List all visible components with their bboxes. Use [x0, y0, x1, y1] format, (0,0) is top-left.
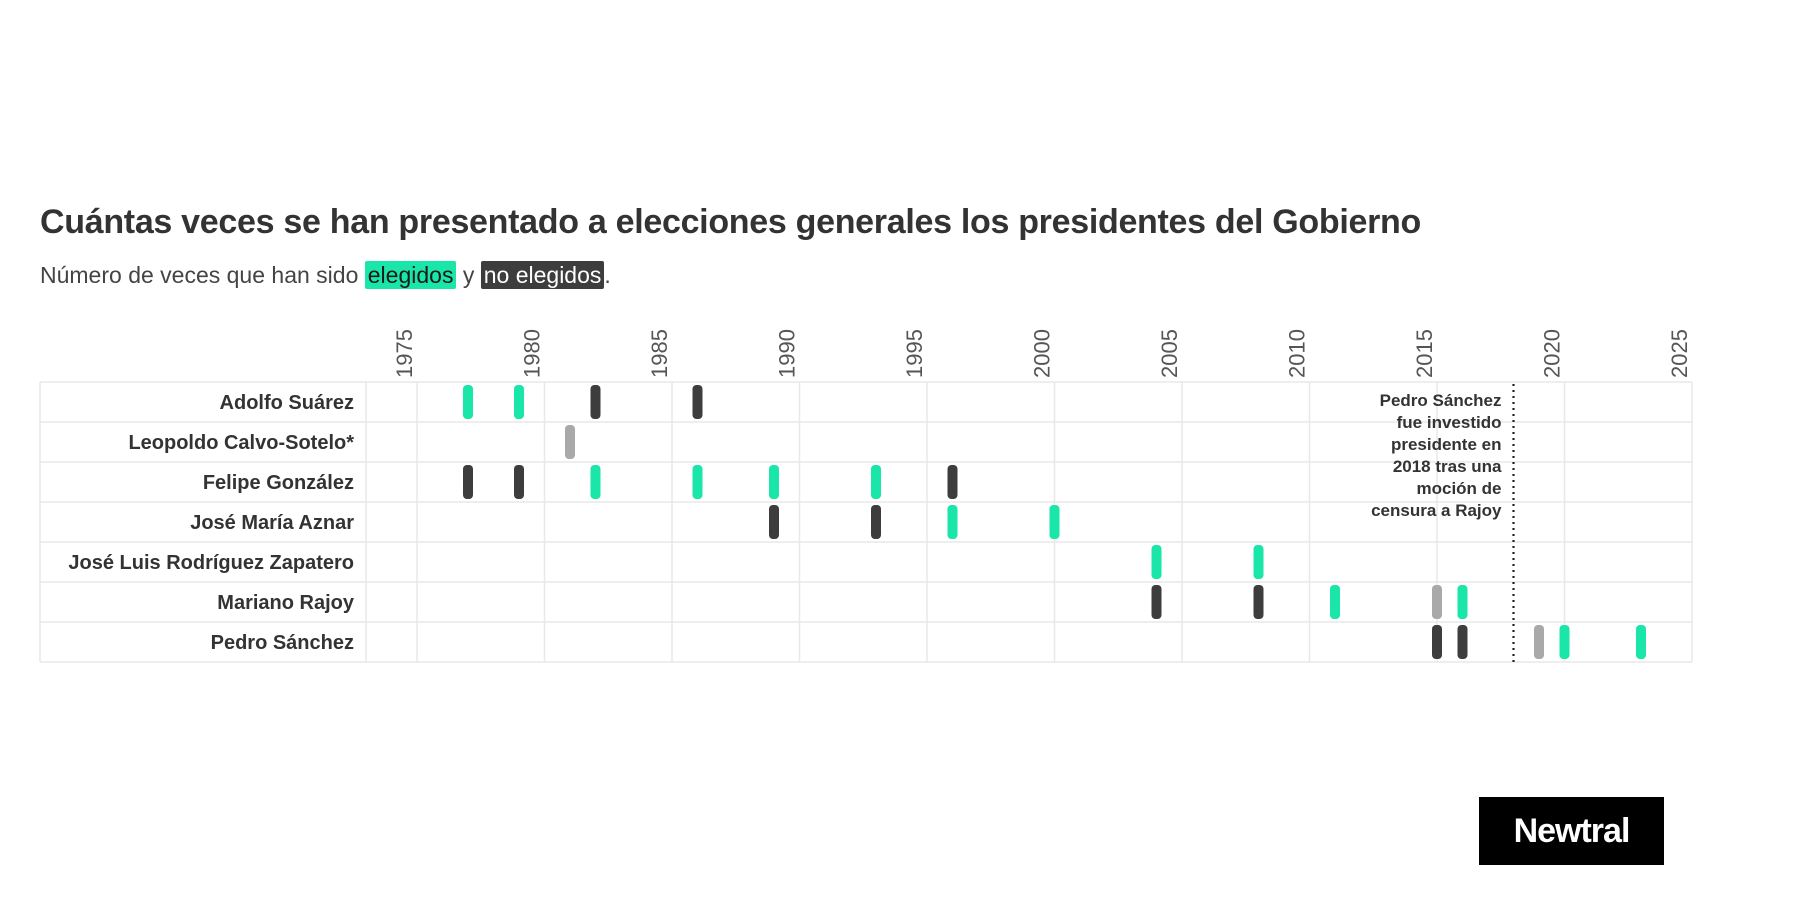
election-mark	[1253, 585, 1264, 619]
election-mark	[769, 505, 779, 539]
row-label: Pedro Sánchez	[211, 632, 354, 654]
x-tick-label: 2020	[1540, 329, 1565, 378]
legend-not-elected: no elegidos	[480, 261, 605, 289]
election-mark	[590, 385, 601, 419]
annotation-line: Pedro Sánchez	[1380, 391, 1502, 410]
subtitle-middle: y	[456, 262, 481, 288]
election-mark	[1253, 545, 1264, 579]
annotation-line: presidente en	[1391, 435, 1502, 454]
annotation-line: 2018 tras una	[1393, 457, 1502, 476]
row-label: Adolfo Suárez	[220, 392, 354, 414]
x-tick-label: 1990	[775, 329, 800, 378]
x-tick-label: 1980	[520, 329, 545, 378]
x-tick-label: 1985	[647, 329, 672, 378]
election-mark	[590, 465, 601, 499]
election-mark	[514, 465, 524, 499]
annotation-line: moción de	[1416, 479, 1501, 498]
newtral-logo: Newtral	[1479, 797, 1664, 865]
row-label: José Luis Rodríguez Zapatero	[68, 552, 354, 574]
election-mark	[692, 385, 703, 419]
election-mark	[463, 385, 473, 419]
x-tick-label: 2000	[1030, 329, 1055, 378]
election-mark	[1151, 585, 1162, 619]
election-mark	[871, 505, 881, 539]
row-label: José María Aznar	[190, 512, 354, 534]
x-tick-label: 2015	[1412, 329, 1437, 378]
row-label: Mariano Rajoy	[217, 592, 355, 614]
legend-elected: elegidos	[364, 261, 457, 289]
annotation-line: censura a Rajoy	[1371, 501, 1502, 520]
election-mark	[1534, 625, 1544, 659]
x-tick-label: 2025	[1667, 329, 1692, 378]
election-mark	[1432, 585, 1442, 619]
election-mark	[1330, 585, 1340, 619]
subtitle-suffix: .	[604, 262, 611, 288]
row-label: Felipe González	[203, 472, 354, 494]
election-mark	[1457, 625, 1468, 659]
chart-subtitle: Número de veces que han sido elegidos y …	[40, 261, 611, 289]
x-tick-label: 2005	[1157, 329, 1182, 378]
election-mark	[871, 465, 881, 499]
election-mark	[463, 465, 473, 499]
election-mark	[565, 425, 575, 459]
row-label: Leopoldo Calvo-Sotelo*	[128, 432, 354, 454]
x-tick-label: 1995	[902, 329, 927, 378]
election-mark	[514, 385, 524, 419]
election-mark	[1049, 505, 1060, 539]
election-mark	[692, 465, 703, 499]
election-mark	[1432, 625, 1442, 659]
subtitle-prefix: Número de veces que han sido	[40, 262, 365, 288]
election-mark	[1457, 585, 1468, 619]
chart-title: Cuántas veces se han presentado a elecci…	[40, 203, 1421, 241]
election-mark	[947, 465, 958, 499]
x-tick-label: 2010	[1285, 329, 1310, 378]
logo-text: Newtral	[1513, 811, 1631, 850]
election-mark	[769, 465, 779, 499]
election-mark	[947, 505, 958, 539]
election-mark	[1151, 545, 1162, 579]
x-tick-label: 1975	[392, 329, 417, 378]
election-mark	[1636, 625, 1646, 659]
election-mark	[1559, 625, 1570, 659]
annotation-line: fue investido	[1397, 413, 1502, 432]
